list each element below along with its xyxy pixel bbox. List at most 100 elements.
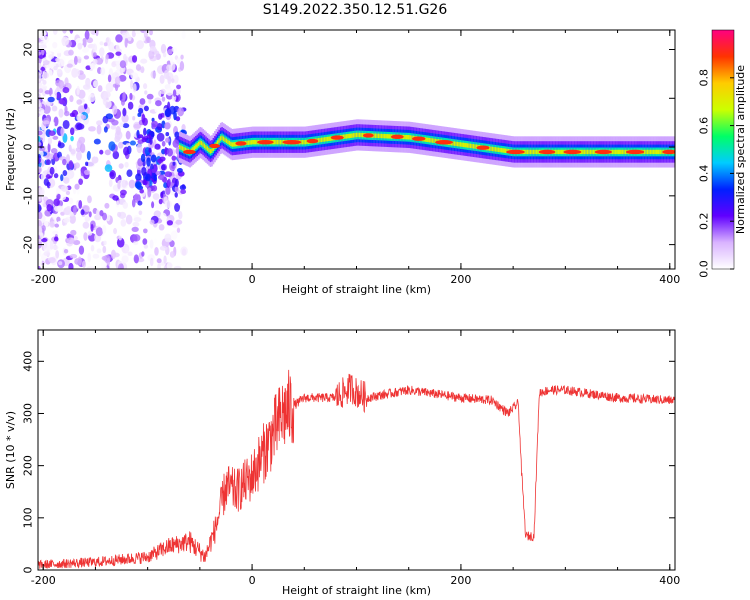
spectrogram-blob [143, 228, 148, 234]
snr-x-tick-label: 0 [249, 574, 256, 587]
spectrogram-blob [95, 227, 103, 237]
spectrogram-blob [152, 185, 158, 192]
spectrogram-ridge-cell [661, 149, 664, 155]
spectrogram-ridge-cell [469, 143, 472, 149]
spectrogram-ridge-cell [376, 133, 379, 138]
spectrogram-blob [164, 146, 168, 156]
spectrogram-ridge-cell [431, 138, 434, 143]
spectrogram-blob [85, 161, 89, 167]
spectrogram-x-tick-label: -200 [31, 273, 56, 286]
spectrogram-ridge-cell [382, 133, 384, 139]
spectrogram-ridge-cell [357, 132, 360, 138]
spectrogram-blob [163, 255, 167, 264]
spectrogram-ridge-cell [468, 143, 471, 148]
spectrogram-blob [112, 105, 118, 115]
spectrogram-blob [160, 88, 166, 95]
spectrogram-blob [57, 220, 63, 225]
spectrogram-blob [60, 127, 65, 137]
spectrogram-blob [60, 174, 64, 182]
spectrogram-ridge-cell [408, 135, 411, 140]
spectrogram-blob [77, 58, 82, 64]
spectrogram-blob [80, 114, 87, 120]
spectrogram-ridge-cell [614, 149, 617, 155]
spectrogram-blob [163, 69, 170, 80]
spectrogram-ridge-cell [652, 149, 655, 155]
spectrogram-blob [167, 178, 171, 187]
spectrogram-blob [38, 102, 42, 109]
spectrogram-blob [77, 256, 82, 266]
spectrogram-ridge-cell [354, 132, 357, 138]
spectrogram-ridge-cell [323, 137, 326, 142]
snr-y-tick-label: 0 [22, 567, 35, 574]
spectrogram-blob [156, 258, 162, 264]
spectrogram-blob [87, 195, 92, 204]
spectrogram-ridge-cell [557, 149, 560, 155]
spectrogram-blob [38, 166, 43, 173]
spectrogram-blob [179, 61, 185, 71]
spectrogram-blob [115, 51, 122, 56]
spectrogram-blob [164, 108, 172, 118]
spectrogram-ridge-cell [404, 134, 406, 140]
spectrogram-blob [41, 225, 46, 232]
spectrogram-ridge-cell [253, 139, 256, 145]
spectrogram-blob [153, 174, 158, 181]
spectrogram-blob [156, 132, 165, 142]
spectrogram-ridge-cell [657, 149, 659, 155]
spectrogram-blob [103, 240, 107, 246]
spectrogram-blob [127, 34, 132, 42]
spectrogram-ridge-cell [582, 149, 585, 155]
spectrogram-blob [169, 251, 176, 258]
spectrogram-blob [62, 119, 70, 130]
spectrogram-blob [52, 41, 58, 49]
spectrogram-blob [38, 62, 42, 70]
spectrogram-blob [154, 246, 159, 256]
spectrogram-ridge-cell [183, 146, 186, 152]
snr-y-tick-label: 100 [22, 507, 35, 528]
spectrogram-blob [66, 237, 75, 245]
spectrogram-blob [70, 135, 74, 142]
spectrogram-ridge-cell [646, 149, 649, 155]
spectrogram-blob [133, 123, 142, 129]
spectrogram-ridge-cell [380, 133, 383, 139]
spectrogram-blob [146, 157, 151, 167]
spectrogram-ridge-cell [583, 149, 586, 155]
spectrogram-blob [82, 84, 91, 90]
spectrogram-peak [362, 133, 374, 138]
spectrogram-blob [38, 135, 41, 144]
spectrogram-blob [172, 89, 177, 97]
spectrogram-ridge-cell [433, 138, 436, 143]
spectrogram-blob [83, 169, 91, 175]
spectrogram-blob [164, 200, 172, 209]
spectrogram-blob [160, 191, 164, 199]
spectrogram-blob [104, 202, 110, 209]
spectrogram-blob [38, 195, 42, 202]
spectrogram-blob [38, 258, 43, 267]
spectrogram-ridge-cell [219, 136, 222, 141]
spectrogram-ridge-cell [195, 144, 197, 149]
spectrogram-ridge-cell [206, 146, 209, 151]
spectrogram-blob [53, 65, 58, 71]
spectrogram-ridge-cell [504, 148, 507, 153]
spectrogram-peak [183, 149, 196, 155]
spectrogram-blob [70, 229, 77, 236]
spectrogram-blob [52, 30, 58, 35]
spectrogram-blob [65, 190, 71, 196]
spectrogram-blob [148, 99, 152, 104]
spectrogram-blob [113, 227, 118, 235]
spectrogram-ridge-cell [208, 147, 210, 153]
spectrogram-blob [164, 122, 171, 130]
spectrogram-blob [46, 204, 53, 212]
spectrogram-blob [166, 148, 173, 157]
spectrogram-blob [132, 234, 141, 242]
spectrogram-ridge-cell [526, 149, 529, 155]
spectrogram-blob [103, 126, 108, 133]
spectrogram-y-tick-label: -20 [22, 236, 35, 254]
spectrogram-peak [506, 149, 525, 155]
spectrogram-blob [122, 107, 127, 117]
spectrogram-blob [50, 148, 58, 154]
spectrogram-blob [149, 239, 154, 249]
spectrogram-ridge-cell [377, 133, 380, 139]
spectrogram-blob [136, 40, 145, 50]
spectrogram-ridge-cell [464, 142, 466, 148]
